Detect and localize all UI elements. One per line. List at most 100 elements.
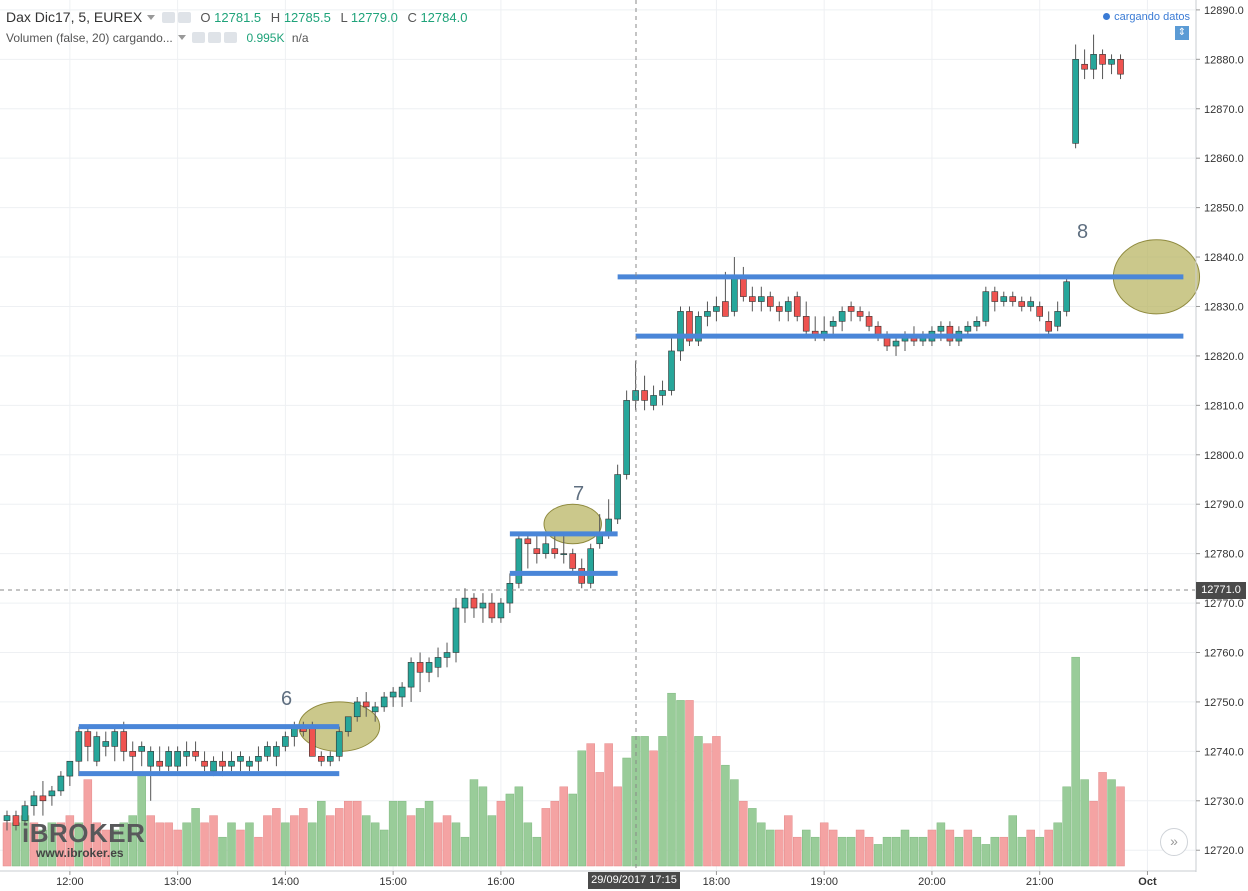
volume-bar	[110, 829, 119, 867]
chevron-down-icon[interactable]	[147, 15, 156, 20]
candle	[695, 311, 702, 347]
chevron-down-icon[interactable]	[177, 35, 186, 40]
volume-bar	[873, 844, 883, 867]
volume-bar	[335, 808, 344, 867]
candle	[30, 790, 38, 816]
symbol-title[interactable]: Dax Dic17, 5, EUREX	[6, 9, 143, 25]
candle	[326, 751, 334, 767]
volume-bar	[433, 822, 443, 867]
candle	[1090, 34, 1097, 80]
scale-icon[interactable]: ⇕	[1175, 26, 1189, 40]
close-icon[interactable]	[224, 32, 238, 43]
candle-body	[183, 751, 190, 757]
candle	[847, 301, 855, 322]
gear-icon[interactable]	[177, 12, 191, 23]
price-tick-label: 12800.0	[1204, 450, 1244, 462]
candle	[704, 301, 711, 327]
price-tick-label: 12870.0	[1204, 104, 1244, 116]
volume-bar	[397, 800, 407, 867]
candle-body	[793, 296, 801, 317]
price-tick-label: 12740.0	[1204, 746, 1244, 758]
candle-body	[165, 751, 172, 767]
gear-icon[interactable]	[208, 32, 222, 43]
volume-bar	[882, 836, 892, 867]
volume-bar	[990, 836, 1000, 867]
brand-url: www.ibroker.es	[36, 846, 124, 860]
candle-body	[569, 553, 577, 569]
candle	[533, 533, 541, 564]
brand-logo: iBROKER	[22, 818, 146, 848]
candle-body	[353, 701, 361, 718]
candle-body	[668, 350, 675, 391]
candle	[434, 647, 442, 678]
candle	[84, 726, 92, 762]
open-label: O	[200, 10, 211, 25]
candle	[273, 741, 280, 767]
candle-body	[515, 538, 523, 584]
volume-bar	[828, 829, 838, 867]
candle-body	[362, 701, 370, 708]
candle-body	[57, 775, 65, 792]
candle-body	[84, 731, 92, 747]
level-lines	[78, 274, 1184, 777]
volume-bar	[667, 692, 676, 867]
volume-bar	[900, 829, 910, 867]
candle	[668, 336, 675, 396]
candle-body	[892, 340, 900, 347]
volume-bar	[487, 815, 497, 867]
volume-bar	[721, 764, 730, 867]
candle-body	[273, 746, 280, 757]
annotation-label-8: 8	[1077, 221, 1089, 243]
volume-bar	[855, 829, 865, 867]
volume-bar	[523, 822, 533, 867]
candle	[75, 726, 83, 777]
close-label: C	[407, 10, 417, 25]
candle	[991, 286, 999, 312]
volume-bar	[155, 822, 164, 867]
candle-body	[255, 756, 262, 762]
volume-bar	[272, 808, 281, 867]
candle-body	[264, 746, 271, 757]
volume-bar	[1071, 656, 1080, 867]
candle	[892, 336, 900, 356]
candle	[614, 464, 621, 524]
candle-body	[488, 602, 496, 619]
candle-body	[865, 316, 873, 327]
volume-bar	[981, 844, 991, 867]
candle	[623, 390, 630, 480]
volume-value: 0.995K	[246, 31, 285, 45]
price-tick-label: 12810.0	[1204, 400, 1244, 412]
candle-body	[407, 662, 415, 688]
price-tick-label: 12830.0	[1204, 301, 1244, 313]
eye-icon[interactable]	[192, 32, 206, 43]
candle-body	[1018, 301, 1026, 307]
volume-bar	[999, 836, 1009, 867]
volume-bar	[254, 836, 263, 867]
candle-body	[102, 741, 110, 747]
candle-body	[1000, 296, 1008, 302]
candle-body	[982, 291, 990, 322]
candle	[775, 301, 783, 322]
scroll-to-realtime-icon[interactable]: »	[1160, 828, 1188, 856]
candle-body	[704, 311, 711, 317]
candle-body	[695, 316, 702, 342]
candle-body	[344, 716, 352, 732]
eye-icon[interactable]	[161, 12, 175, 23]
candle	[560, 533, 568, 564]
volume-bar	[182, 822, 191, 867]
candle	[713, 296, 720, 322]
volume-bar	[586, 743, 595, 867]
time-tick-label: 20:00	[918, 876, 946, 888]
volume-bar	[92, 822, 102, 867]
candle	[865, 311, 873, 332]
candle-body	[587, 548, 595, 584]
symbol-legend: Dax Dic17, 5, EUREX O 12781.5 H 12785.5 …	[6, 9, 467, 25]
candle	[1009, 291, 1017, 307]
candle	[758, 286, 765, 312]
candles	[3, 34, 1124, 831]
volume-bar	[891, 836, 901, 867]
volume-title[interactable]: Volumen (false, 20) cargando...	[6, 31, 173, 45]
volume-bar	[1062, 786, 1071, 867]
